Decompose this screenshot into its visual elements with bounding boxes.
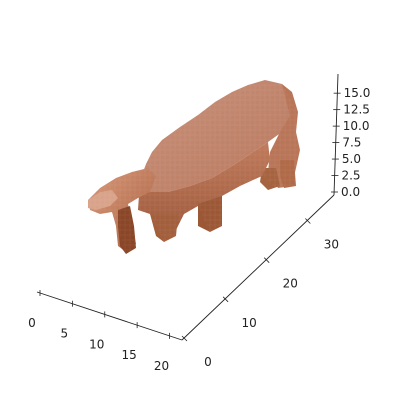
- y-tick-mark: [181, 335, 188, 342]
- z-tick-label: 12.5: [343, 103, 370, 117]
- x-tick-label: 5: [61, 327, 69, 341]
- z-tick-label: 15.0: [344, 86, 371, 100]
- y-tick-label: 20: [283, 277, 298, 291]
- y-tick-mark: [222, 296, 229, 303]
- y-axis-line: [181, 194, 335, 341]
- z-tick-label: 5.0: [342, 152, 361, 166]
- z-tick-label: 7.5: [342, 136, 361, 150]
- x-tick-label: 0: [28, 316, 36, 330]
- z-axis-ticks: 0.0 2.5 5.0 7.5 10.0 12.5 15.0: [331, 86, 370, 199]
- x-tick-label: 20: [154, 359, 169, 373]
- z-tick-label: 10.0: [343, 119, 370, 133]
- z-tick-label: 2.5: [341, 169, 360, 183]
- y-tick-mark: [263, 257, 270, 263]
- x-tick-label: 15: [122, 348, 137, 362]
- voxel-object: [88, 80, 300, 254]
- y-tick-label: 30: [324, 238, 339, 252]
- x-axis-line: [36, 291, 183, 341]
- z-tick-label: 0.0: [341, 185, 360, 199]
- x-axis-ticks: 0 5 10 15 20: [28, 290, 170, 373]
- x-tick-label: 10: [89, 337, 104, 351]
- voxel-texture: [88, 84, 300, 254]
- y-tick-mark: [305, 218, 311, 224]
- axes-3d: 0 5 10 15 20 0 10 20 30 0.0 2.5 5.0 7.5 10.0 12.5 15.…: [28, 73, 370, 373]
- z-axis-line: [333, 73, 339, 196]
- y-tick-label: 10: [241, 316, 256, 330]
- y-axis-ticks: 0 10 20 30: [181, 218, 339, 369]
- y-tick-label: 0: [204, 355, 212, 369]
